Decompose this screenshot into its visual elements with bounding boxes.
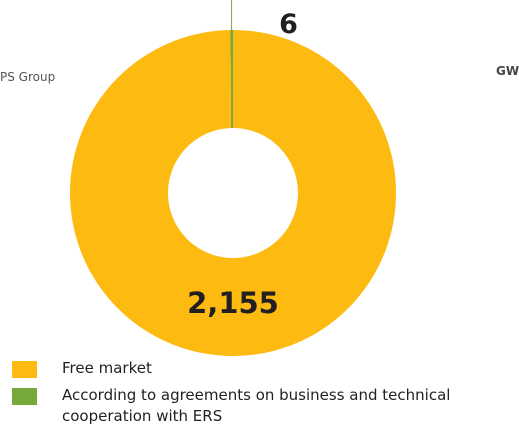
- annotation: PS Group: [0, 70, 56, 84]
- legend-swatch: [12, 361, 37, 378]
- slice: [70, 30, 397, 356]
- chart: 2,155 6: [70, 0, 397, 356]
- legend-label: Free market: [62, 359, 152, 377]
- legend-swatch: [12, 388, 37, 405]
- legend-item: Free market: [0, 358, 482, 379]
- legend-item: According to agreements on business and …: [0, 385, 482, 427]
- legend: Free market According to agreements on bu…: [0, 358, 519, 433]
- legend-label: According to agreements on business and …: [62, 386, 451, 425]
- value-label: 2,155: [187, 286, 279, 320]
- value-label: 6: [279, 9, 298, 40]
- annotation: GW: [496, 64, 519, 78]
